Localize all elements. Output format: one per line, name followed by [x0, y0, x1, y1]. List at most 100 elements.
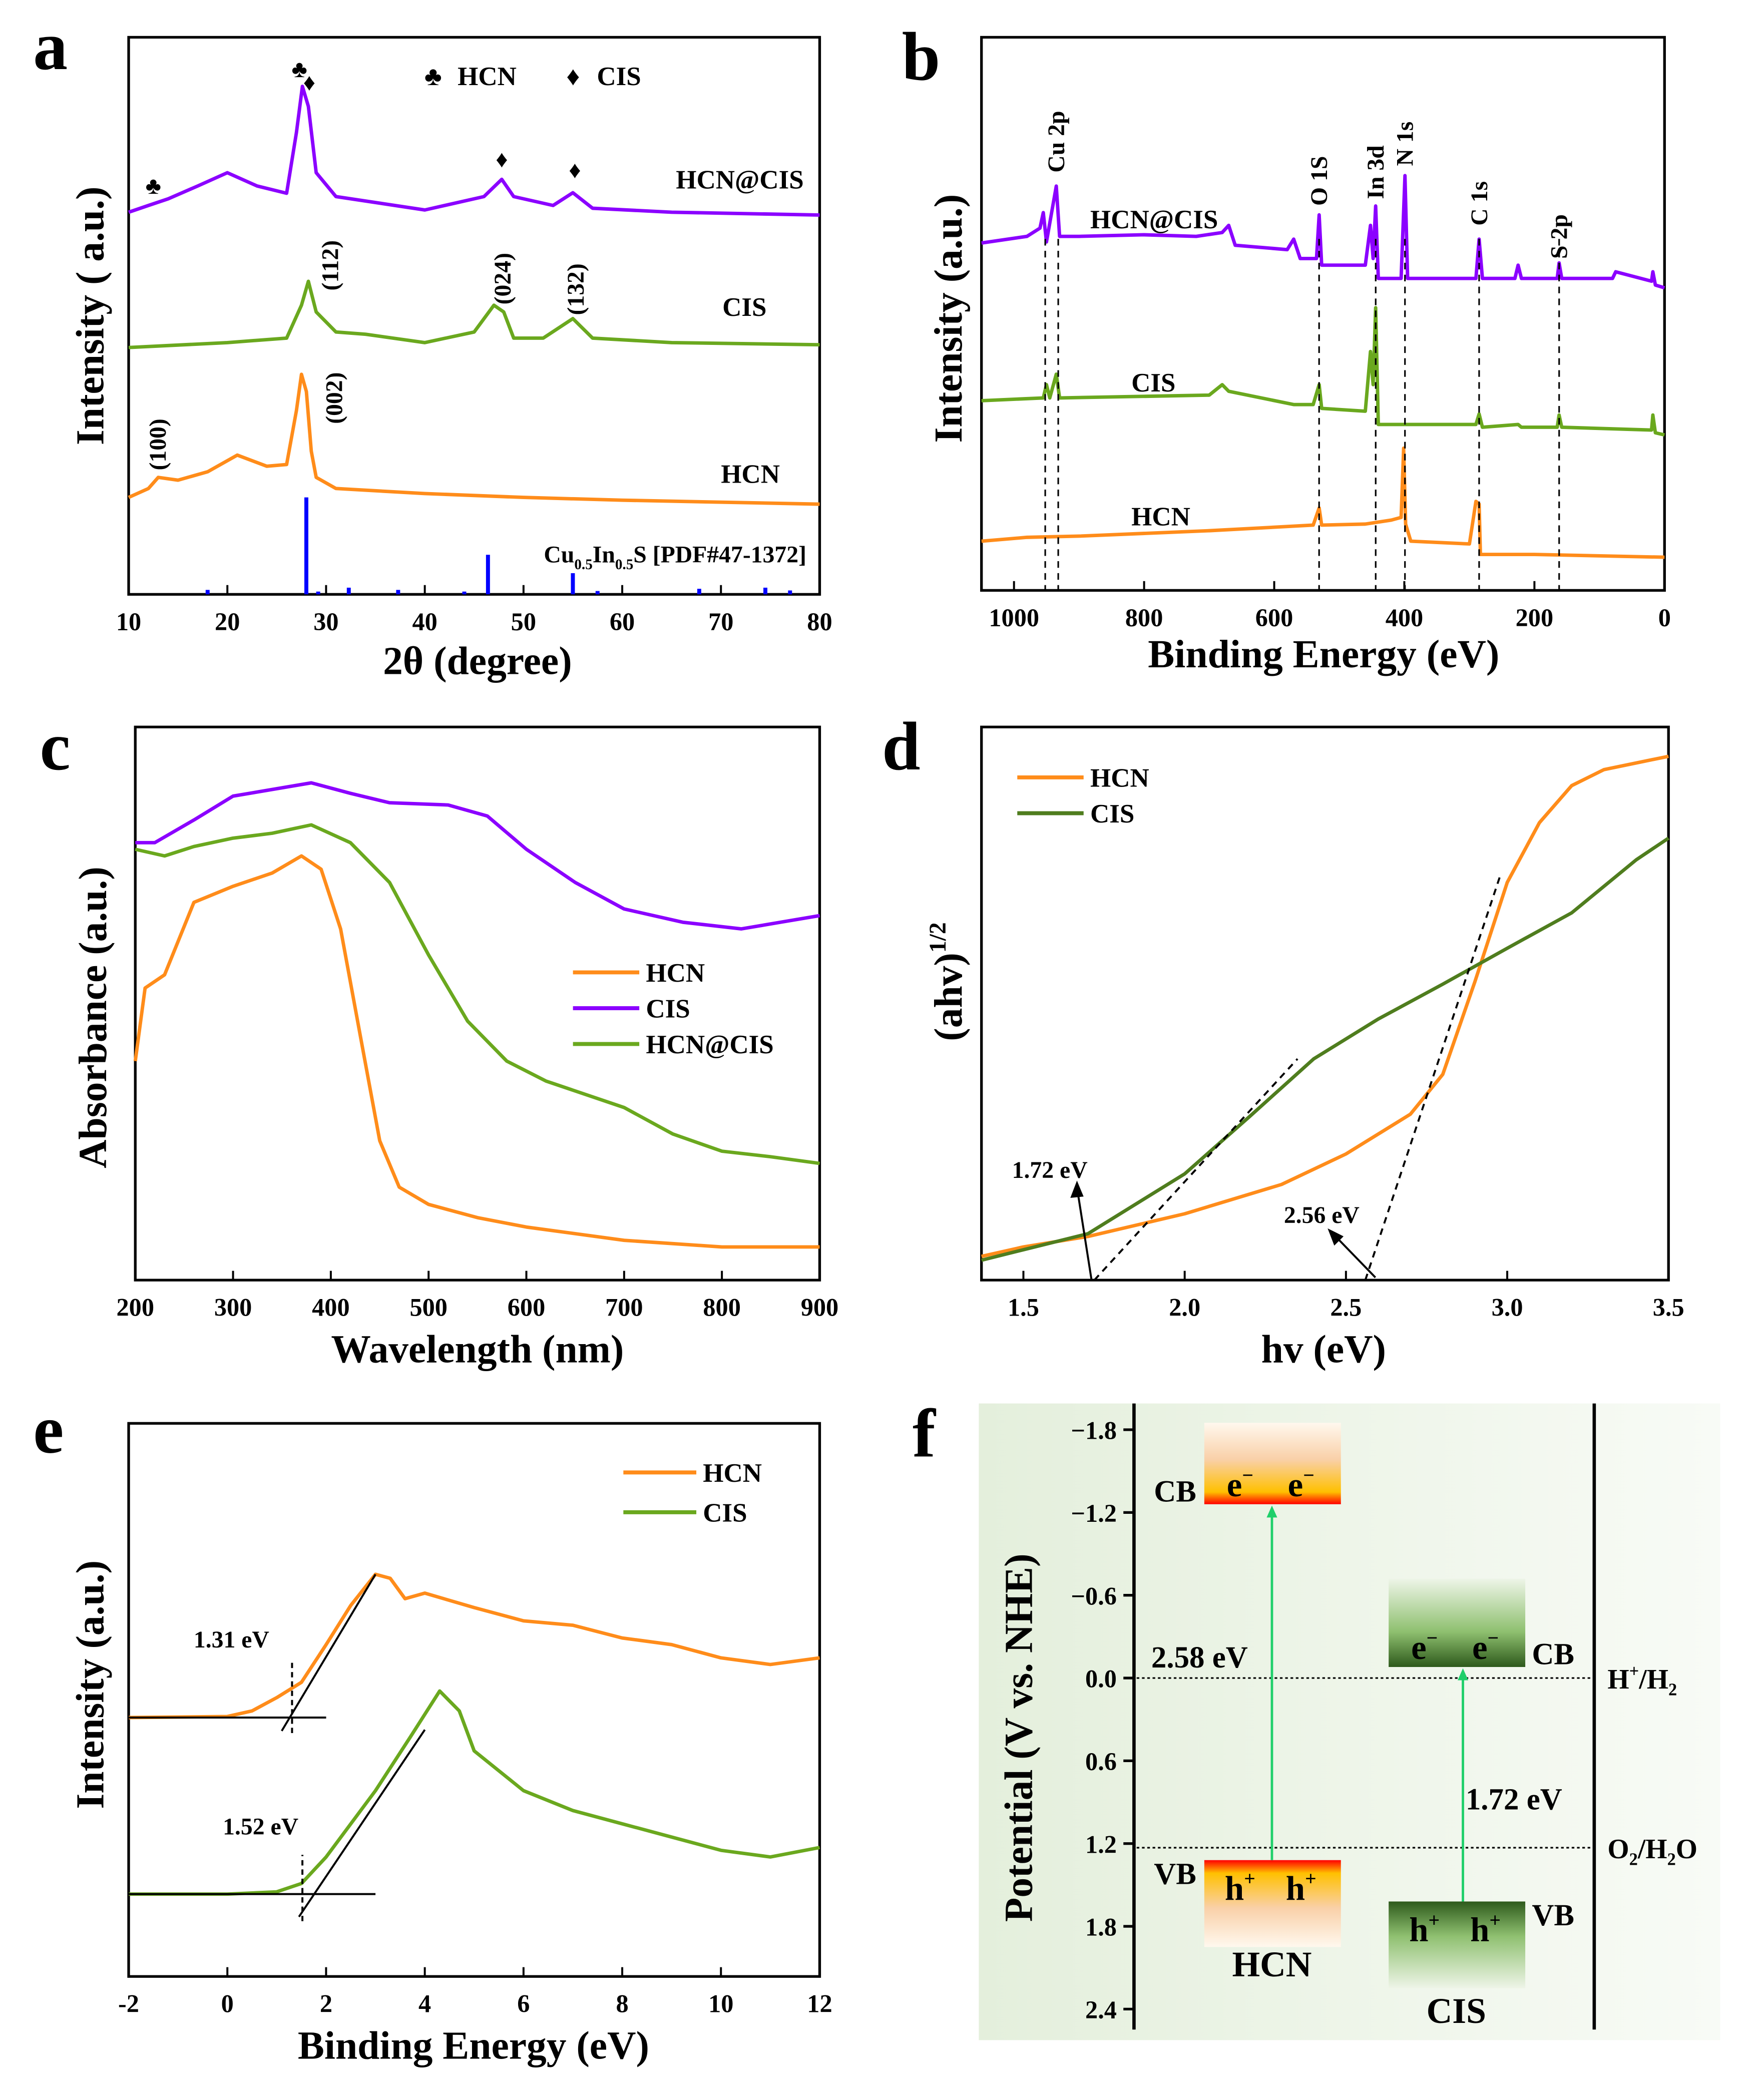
x-tick-label: 500	[409, 1294, 448, 1322]
x-tick-label: 6	[517, 1990, 530, 2018]
band-diagram: −1.8−1.2−0.60.00.61.21.82.4H+/H2O2/H2Oe−…	[1071, 1403, 1697, 2031]
x-tick-label: 600	[1255, 604, 1293, 632]
x-tick-label: 1.5	[1008, 1294, 1039, 1322]
plot-frame	[134, 725, 821, 1282]
series-hcn	[128, 372, 820, 506]
panel-c: Wavelength (nm) Absorbance (a.u.)	[71, 867, 624, 1371]
x-tick-label: 400	[312, 1294, 349, 1322]
y-tick-label: −1.2	[1071, 1499, 1117, 1527]
carrier-symbol: e	[1288, 1466, 1303, 1504]
electron-label: e−	[1411, 1627, 1438, 1666]
panel-f: Potential (V vs. NHE)	[979, 1403, 1720, 2040]
fit-line	[298, 1729, 426, 1918]
series-cis	[981, 306, 1665, 437]
series-cis	[129, 1689, 820, 1896]
peak-label: (132)	[563, 263, 589, 315]
carrier-symbol: e	[1411, 1628, 1427, 1666]
x-tick-label: 50	[511, 608, 536, 636]
hole-label: h+	[1286, 1868, 1316, 1907]
panel-a: 2θ (degree) Intensity ( a.u.) ♣ HCN ♦ CI…	[69, 62, 806, 683]
chart-panel-c: 200 300 400 500 600 700 800 900	[117, 725, 838, 1322]
x-tick-label: 12	[807, 1990, 832, 2018]
series-label-hcn: HCN	[721, 460, 780, 489]
hole-label: h+	[1225, 1868, 1255, 1907]
x-tick-label: 800	[703, 1294, 741, 1322]
background	[979, 1403, 1720, 2040]
panel-letter-f: f	[913, 1395, 937, 1472]
series-label-cis: CIS	[1131, 368, 1175, 397]
y-tick-label: 0.0	[1085, 1665, 1117, 1693]
peak-label: C 1s	[1467, 181, 1493, 226]
chart-panel-b: 1000 800 600 400 200 0	[980, 36, 1671, 632]
series-label-hcn-cis: HCN@CIS	[1090, 205, 1218, 234]
panel-letter-c: c	[40, 708, 70, 784]
x-tick-label: 10	[708, 1990, 733, 2018]
arrowhead-icon	[1457, 1668, 1469, 1681]
series-hcn	[981, 446, 1665, 559]
x-tick-label: 0	[221, 1990, 234, 2018]
x-tick-label: 600	[508, 1294, 546, 1322]
carrier-charge: +	[1429, 1909, 1440, 1931]
series-hcn-cis	[128, 85, 820, 217]
reference-label: Cu0.5In0.5S [PDF#47-1372]	[544, 542, 806, 573]
panel-e: Binding Energy (eV) Intensity (a.u.) 1.3…	[69, 1560, 649, 2068]
legend-label-cis: CIS	[597, 62, 641, 91]
panel-d: hv (eV) (ahv)1/2 1.72 eV 2.56 eV	[925, 922, 1386, 1371]
x-tick-label: 700	[605, 1294, 643, 1322]
label-part: O	[1607, 1834, 1629, 1865]
label-part: /H	[1637, 1834, 1667, 1865]
x-tick-label: 0	[1658, 604, 1671, 632]
series-hcn	[128, 1572, 820, 1720]
carrier-charge: −	[1242, 1464, 1253, 1486]
carrier-charge: +	[1489, 1909, 1501, 1931]
peak-label: (002)	[322, 372, 348, 424]
redox-level-label: O2/H2O	[1607, 1834, 1697, 1869]
x-axis-label: hv (eV)	[1261, 1327, 1386, 1371]
peak-marker: ♦	[569, 157, 581, 183]
legend-label: HCN	[1090, 763, 1149, 792]
peak-label: O 1S	[1306, 156, 1333, 206]
carrier-charge: −	[1488, 1627, 1499, 1649]
x-tick-label: 2	[320, 1990, 332, 2018]
vb-label: VB	[1532, 1899, 1574, 1932]
arrowhead-icon	[1328, 1228, 1344, 1246]
annotation-1-52-ev: 1.52 eV	[223, 1814, 298, 1840]
carrier-symbol: e	[1472, 1628, 1488, 1666]
legend-label-hcn: HCN	[458, 62, 517, 91]
legend-label: HCN@CIS	[646, 1030, 773, 1059]
series-cis	[135, 781, 820, 931]
peak-label: Cu 2p	[1044, 111, 1070, 172]
y-tick-label: 1.8	[1085, 1913, 1117, 1941]
series-cis	[128, 279, 820, 349]
panel-letter-e: e	[33, 1391, 64, 1468]
series-label-hcn-cis: HCN@CIS	[676, 166, 803, 195]
tangent-line	[1364, 874, 1502, 1281]
y-tick-label: 2.4	[1085, 1996, 1117, 2024]
y-tick-label: −0.6	[1071, 1582, 1117, 1610]
carrier-charge: +	[1244, 1868, 1255, 1890]
x-axis-label: Wavelength (nm)	[331, 1327, 624, 1371]
carrier-symbol: h	[1409, 1911, 1428, 1949]
label-part: H	[1607, 1664, 1629, 1695]
x-tick-label: 400	[1386, 604, 1424, 632]
peak-label: (112)	[318, 240, 344, 291]
chart-panel-a: 10 20 30 40 50 60 70 80	[116, 36, 832, 636]
carrier-symbol: h	[1225, 1869, 1244, 1907]
panel-b: Binding Energy (eV) Intensity (a.u.) HCN…	[927, 194, 1499, 676]
valence-band	[1389, 1901, 1526, 1989]
chart-panel-d: 1.5 2.0 2.5 3.0 3.5	[980, 725, 1684, 1322]
y-axis-label: Intensity (a.u.)	[69, 1560, 113, 1809]
electron-label: e−	[1288, 1464, 1314, 1504]
x-tick-label: 3.0	[1492, 1294, 1523, 1322]
x-tick-label: 70	[708, 608, 733, 636]
legend-symbol-hcn: ♣	[424, 62, 442, 91]
carrier-charge: −	[1303, 1464, 1314, 1486]
legend-label: CIS	[1090, 799, 1134, 828]
hole-label: h+	[1409, 1909, 1440, 1949]
y-tick-label: 0.6	[1085, 1748, 1117, 1776]
carrier-charge: +	[1305, 1868, 1316, 1890]
x-tick-label: 60	[610, 608, 635, 636]
conduction-band	[1389, 1578, 1526, 1667]
cb-label: CB	[1154, 1475, 1196, 1509]
chart-panel-e: -2 0 2 4 6 8 10 12	[118, 1422, 832, 2018]
